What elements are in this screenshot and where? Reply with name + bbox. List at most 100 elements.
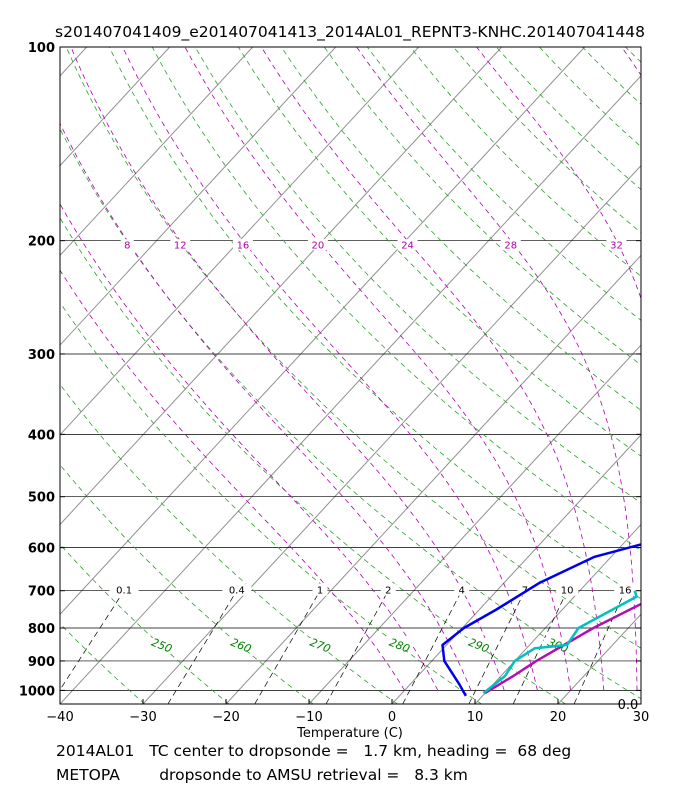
isotherm-line: [308, 344, 641, 704]
isotherm-line: [391, 434, 641, 704]
dry-adiabat-line: [496, 47, 641, 191]
corner-label: 0.0: [618, 698, 639, 713]
mixing-ratio-line: [402, 590, 463, 704]
label-background: [380, 583, 396, 596]
isotherm-line: [474, 523, 641, 704]
label-background: [397, 239, 418, 251]
mixing-ratio-line: [325, 590, 389, 704]
x-tick-label: −20: [212, 710, 239, 725]
label-background: [226, 637, 253, 650]
mixing-ratio-label: 0.1: [116, 586, 132, 597]
y-tick-label: 700: [28, 585, 55, 600]
mixing-ratio-line: [468, 590, 526, 704]
isotherm-line: [557, 613, 641, 704]
label-background: [464, 637, 491, 650]
mixing-ratio-label: 10: [561, 586, 574, 597]
wetbulb-label: 24: [401, 241, 414, 252]
moist-adiabat-line: [60, 269, 405, 691]
isotherm-line: [60, 47, 503, 526]
isotherm-line: [142, 164, 641, 704]
y-tick-label: 900: [28, 655, 55, 670]
dry-adiabat-line: [280, 47, 641, 411]
mixing-ratio-line: [573, 590, 626, 704]
dry-adiabat-line: [669, 47, 700, 704]
y-tick-label: 200: [28, 235, 55, 250]
footer-line-2: METOPA dropsonde to AMSU retrieval = 8.3…: [56, 766, 468, 784]
x-axis-label: Temperature (C): [296, 726, 403, 740]
wetbulb-label: 8: [124, 241, 130, 252]
amsu-dewpoint-line: [441, 543, 641, 697]
mixing-ratio-label: 1: [317, 586, 323, 597]
moist-adiabat-line: [261, 47, 605, 691]
dry-adiabat-line: [366, 47, 641, 321]
y-tick-label: 400: [28, 428, 55, 443]
label-background: [614, 583, 637, 596]
x-tick-label: −40: [46, 710, 73, 725]
y-tick-label: 800: [28, 622, 55, 637]
label-background: [556, 583, 579, 596]
mixing-ratio-line: [60, 590, 125, 691]
label-background: [305, 637, 332, 650]
isotherm-line: [60, 47, 254, 257]
x-tick-label: 10: [467, 710, 484, 725]
dry-adiabat-line: [323, 47, 641, 366]
wetbulb-label: 16: [237, 241, 250, 252]
label-background: [606, 239, 627, 251]
label-background: [517, 583, 533, 596]
isotherm-line: [640, 703, 641, 704]
isotherm-line: [225, 254, 641, 704]
mixing-ratio-label: 2: [385, 586, 391, 597]
label-background: [307, 239, 328, 251]
axes: −40 −30 −20 −10 0 10 20 30 100 200 300 400 500 600 700…: [19, 41, 649, 725]
isotherm-line: [60, 47, 88, 77]
chart-title: s201407041409_e201407041413_2014AL01_REP…: [55, 23, 645, 42]
x-tick-label: −10: [295, 710, 322, 725]
wetbulb-label: 12: [174, 241, 187, 252]
isotherm-line: [60, 75, 641, 704]
y-tick-label: 1000: [19, 684, 55, 699]
label-background: [170, 239, 191, 251]
wetbulb-label: 32: [610, 241, 623, 252]
label-background: [232, 239, 253, 251]
dry-adiabat-line: [60, 383, 398, 704]
dry-adiabat-line: [60, 702, 61, 704]
label-background: [222, 583, 252, 596]
dry-adiabat-line: [60, 128, 641, 700]
y-tick-label: 600: [28, 542, 55, 557]
mixing-ratio-line: [167, 590, 238, 704]
dry-adiabat-line: [194, 47, 641, 504]
isotherm-line: [0, 47, 4, 704]
dry-adiabat-line: [60, 301, 482, 704]
y-tick-label: 100: [28, 41, 55, 56]
moist-adiabat-line: [60, 203, 439, 691]
label-background: [312, 583, 328, 596]
amsu-temperature-line: [682, 47, 700, 591]
x-tick-label: −30: [129, 710, 156, 725]
y-tick-label: 500: [28, 491, 55, 506]
dry-adiabat-line: [108, 47, 641, 600]
isotherm-line: [60, 47, 337, 346]
mixing-ratio-label: 4: [459, 586, 465, 597]
wetbulb-label: 28: [504, 241, 517, 252]
label-background: [147, 637, 174, 650]
moist-adiabat-line: [122, 47, 538, 691]
dry-adiabat-line: [65, 47, 641, 649]
label-background: [109, 583, 139, 596]
label-background: [385, 637, 412, 650]
dry-adiabat-line: [60, 464, 314, 704]
mixing-ratio-label: 0.4: [229, 586, 245, 597]
y-tick-label: 300: [28, 348, 55, 363]
x-tick-label: 0: [388, 710, 396, 725]
skewt-chart: s201407041409_e201407041413_2014AL01_REP…: [0, 23, 700, 740]
x-tick-label: 30: [633, 710, 650, 725]
moist-adiabat-line: [356, 47, 638, 691]
label-background: [454, 583, 470, 596]
dry-adiabat-line: [237, 47, 641, 457]
isotherm-line: [60, 47, 171, 167]
isotherm-line: [60, 47, 586, 616]
footer-line-1: 2014AL01 TC center to dropsonde = 1.7 km…: [56, 742, 572, 760]
wetbulb-label: 20: [312, 241, 325, 252]
plot-frame: [59, 46, 642, 705]
dropsonde-dewpoint-line: [482, 590, 638, 695]
